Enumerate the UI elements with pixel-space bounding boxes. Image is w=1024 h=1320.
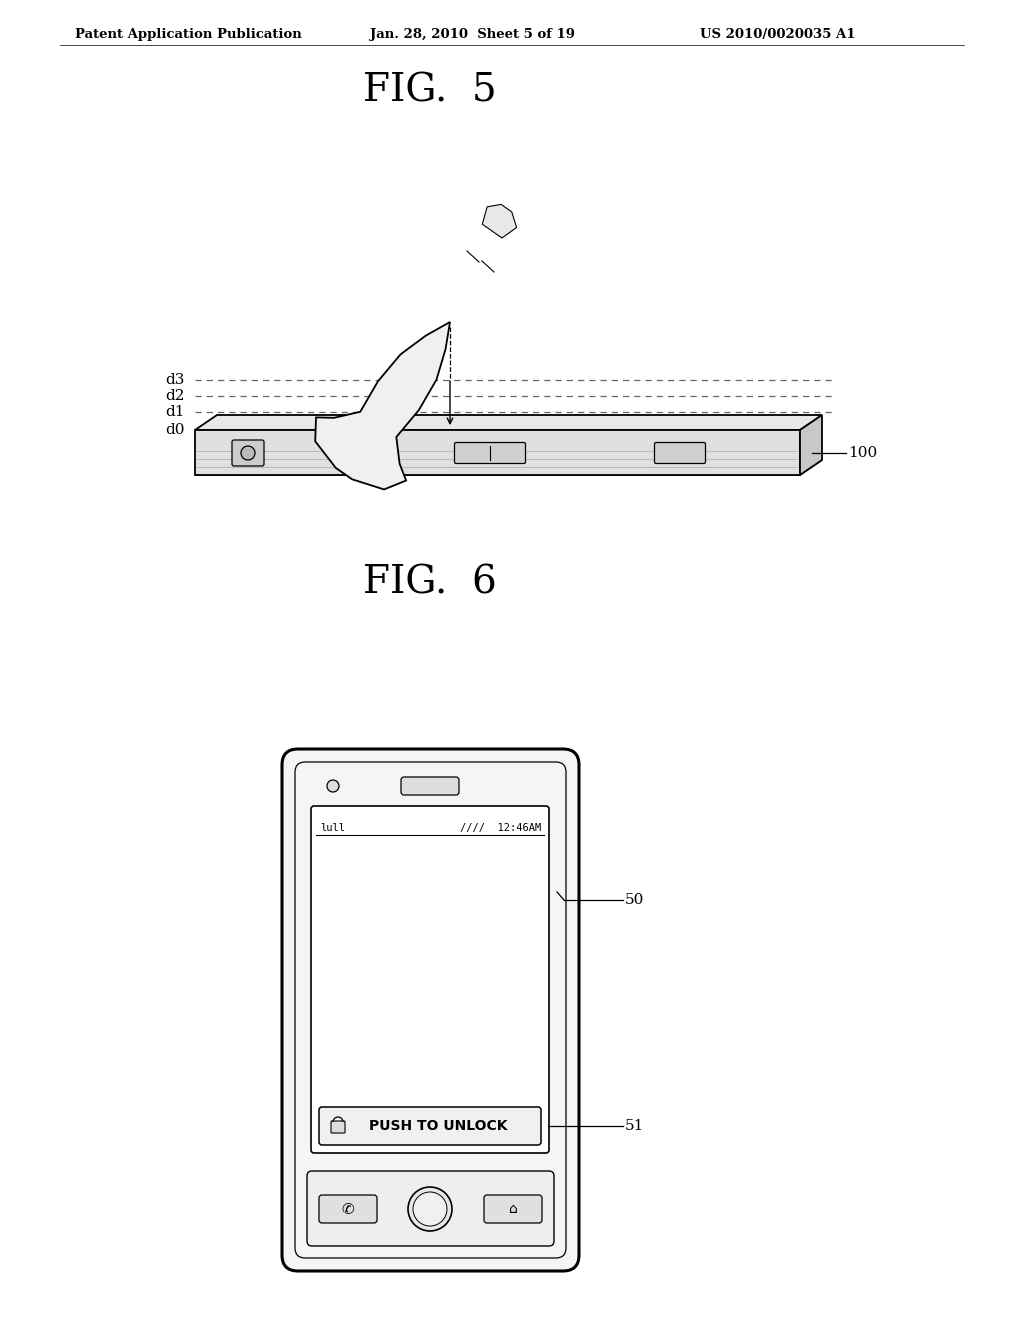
Text: d2: d2 bbox=[166, 389, 185, 403]
Text: 50: 50 bbox=[625, 894, 644, 907]
Polygon shape bbox=[195, 430, 800, 475]
Text: FIG.  6: FIG. 6 bbox=[364, 565, 497, 602]
Text: ✆: ✆ bbox=[342, 1201, 354, 1217]
FancyBboxPatch shape bbox=[401, 777, 459, 795]
Text: 100: 100 bbox=[848, 446, 878, 459]
FancyBboxPatch shape bbox=[307, 1171, 554, 1246]
FancyBboxPatch shape bbox=[654, 442, 706, 463]
FancyBboxPatch shape bbox=[319, 1107, 541, 1144]
Text: Jan. 28, 2010  Sheet 5 of 19: Jan. 28, 2010 Sheet 5 of 19 bbox=[370, 28, 575, 41]
Text: PUSH TO UNLOCK: PUSH TO UNLOCK bbox=[369, 1119, 507, 1133]
FancyBboxPatch shape bbox=[331, 1121, 345, 1133]
Text: FIG.  5: FIG. 5 bbox=[364, 73, 497, 110]
Polygon shape bbox=[195, 414, 822, 430]
Text: lull: lull bbox=[319, 822, 345, 833]
Polygon shape bbox=[315, 322, 450, 490]
Text: Patent Application Publication: Patent Application Publication bbox=[75, 28, 302, 41]
Text: d3: d3 bbox=[166, 374, 185, 387]
Text: d0: d0 bbox=[166, 422, 185, 437]
Polygon shape bbox=[800, 414, 822, 475]
FancyBboxPatch shape bbox=[232, 440, 264, 466]
Text: US 2010/0020035 A1: US 2010/0020035 A1 bbox=[700, 28, 855, 41]
Polygon shape bbox=[195, 459, 822, 475]
Text: ////  12:46AM: //// 12:46AM bbox=[460, 822, 541, 833]
FancyBboxPatch shape bbox=[282, 748, 579, 1271]
Circle shape bbox=[241, 446, 255, 459]
FancyBboxPatch shape bbox=[311, 807, 549, 1152]
FancyBboxPatch shape bbox=[455, 442, 525, 463]
Circle shape bbox=[327, 780, 339, 792]
FancyBboxPatch shape bbox=[484, 1195, 542, 1224]
Text: ⌂: ⌂ bbox=[509, 1203, 517, 1216]
Text: d1: d1 bbox=[166, 405, 185, 418]
Polygon shape bbox=[482, 205, 517, 238]
FancyBboxPatch shape bbox=[319, 1195, 377, 1224]
Circle shape bbox=[408, 1187, 452, 1232]
Circle shape bbox=[413, 1192, 447, 1226]
Text: 51: 51 bbox=[625, 1119, 644, 1133]
